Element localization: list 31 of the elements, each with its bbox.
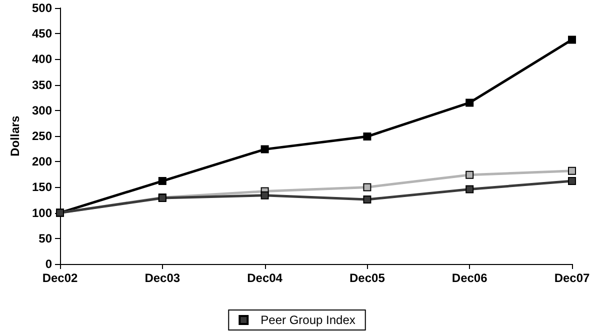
y-tick-label: 150 <box>32 180 52 194</box>
y-tick-label: 100 <box>32 206 52 220</box>
x-tick-label: Dec05 <box>350 271 386 285</box>
y-tick-label: 50 <box>38 231 52 246</box>
point <box>466 170 474 179</box>
y-tick-label: 450 <box>32 26 52 41</box>
x-tick-label: Dec02 <box>42 271 78 285</box>
point <box>260 191 269 200</box>
y-tick-label: 200 <box>32 154 52 169</box>
x-tick-label: Dec04 <box>247 271 283 285</box>
point <box>568 166 576 175</box>
y-tick-label: 350 <box>32 78 52 92</box>
legend-label: Peer Group Index <box>260 313 356 327</box>
point <box>466 98 474 107</box>
y-tick-label: 300 <box>32 103 52 118</box>
y-tick-label: 250 <box>32 129 52 143</box>
y-tick-label: 400 <box>32 52 52 66</box>
y-tick-label: 0 <box>45 257 52 271</box>
point <box>363 132 372 141</box>
x-tick-label: Dec03 <box>144 271 180 285</box>
y-tick-label: 500 <box>32 1 52 15</box>
y-axis-title: Dollars <box>8 115 22 156</box>
x-tick-label: Dec06 <box>452 271 488 285</box>
point <box>158 177 166 186</box>
point <box>568 177 576 186</box>
x-tick-label: Dec07 <box>554 271 590 285</box>
point <box>568 36 576 44</box>
point <box>363 183 372 192</box>
point <box>260 145 269 154</box>
point <box>466 185 474 194</box>
point <box>363 195 372 204</box>
